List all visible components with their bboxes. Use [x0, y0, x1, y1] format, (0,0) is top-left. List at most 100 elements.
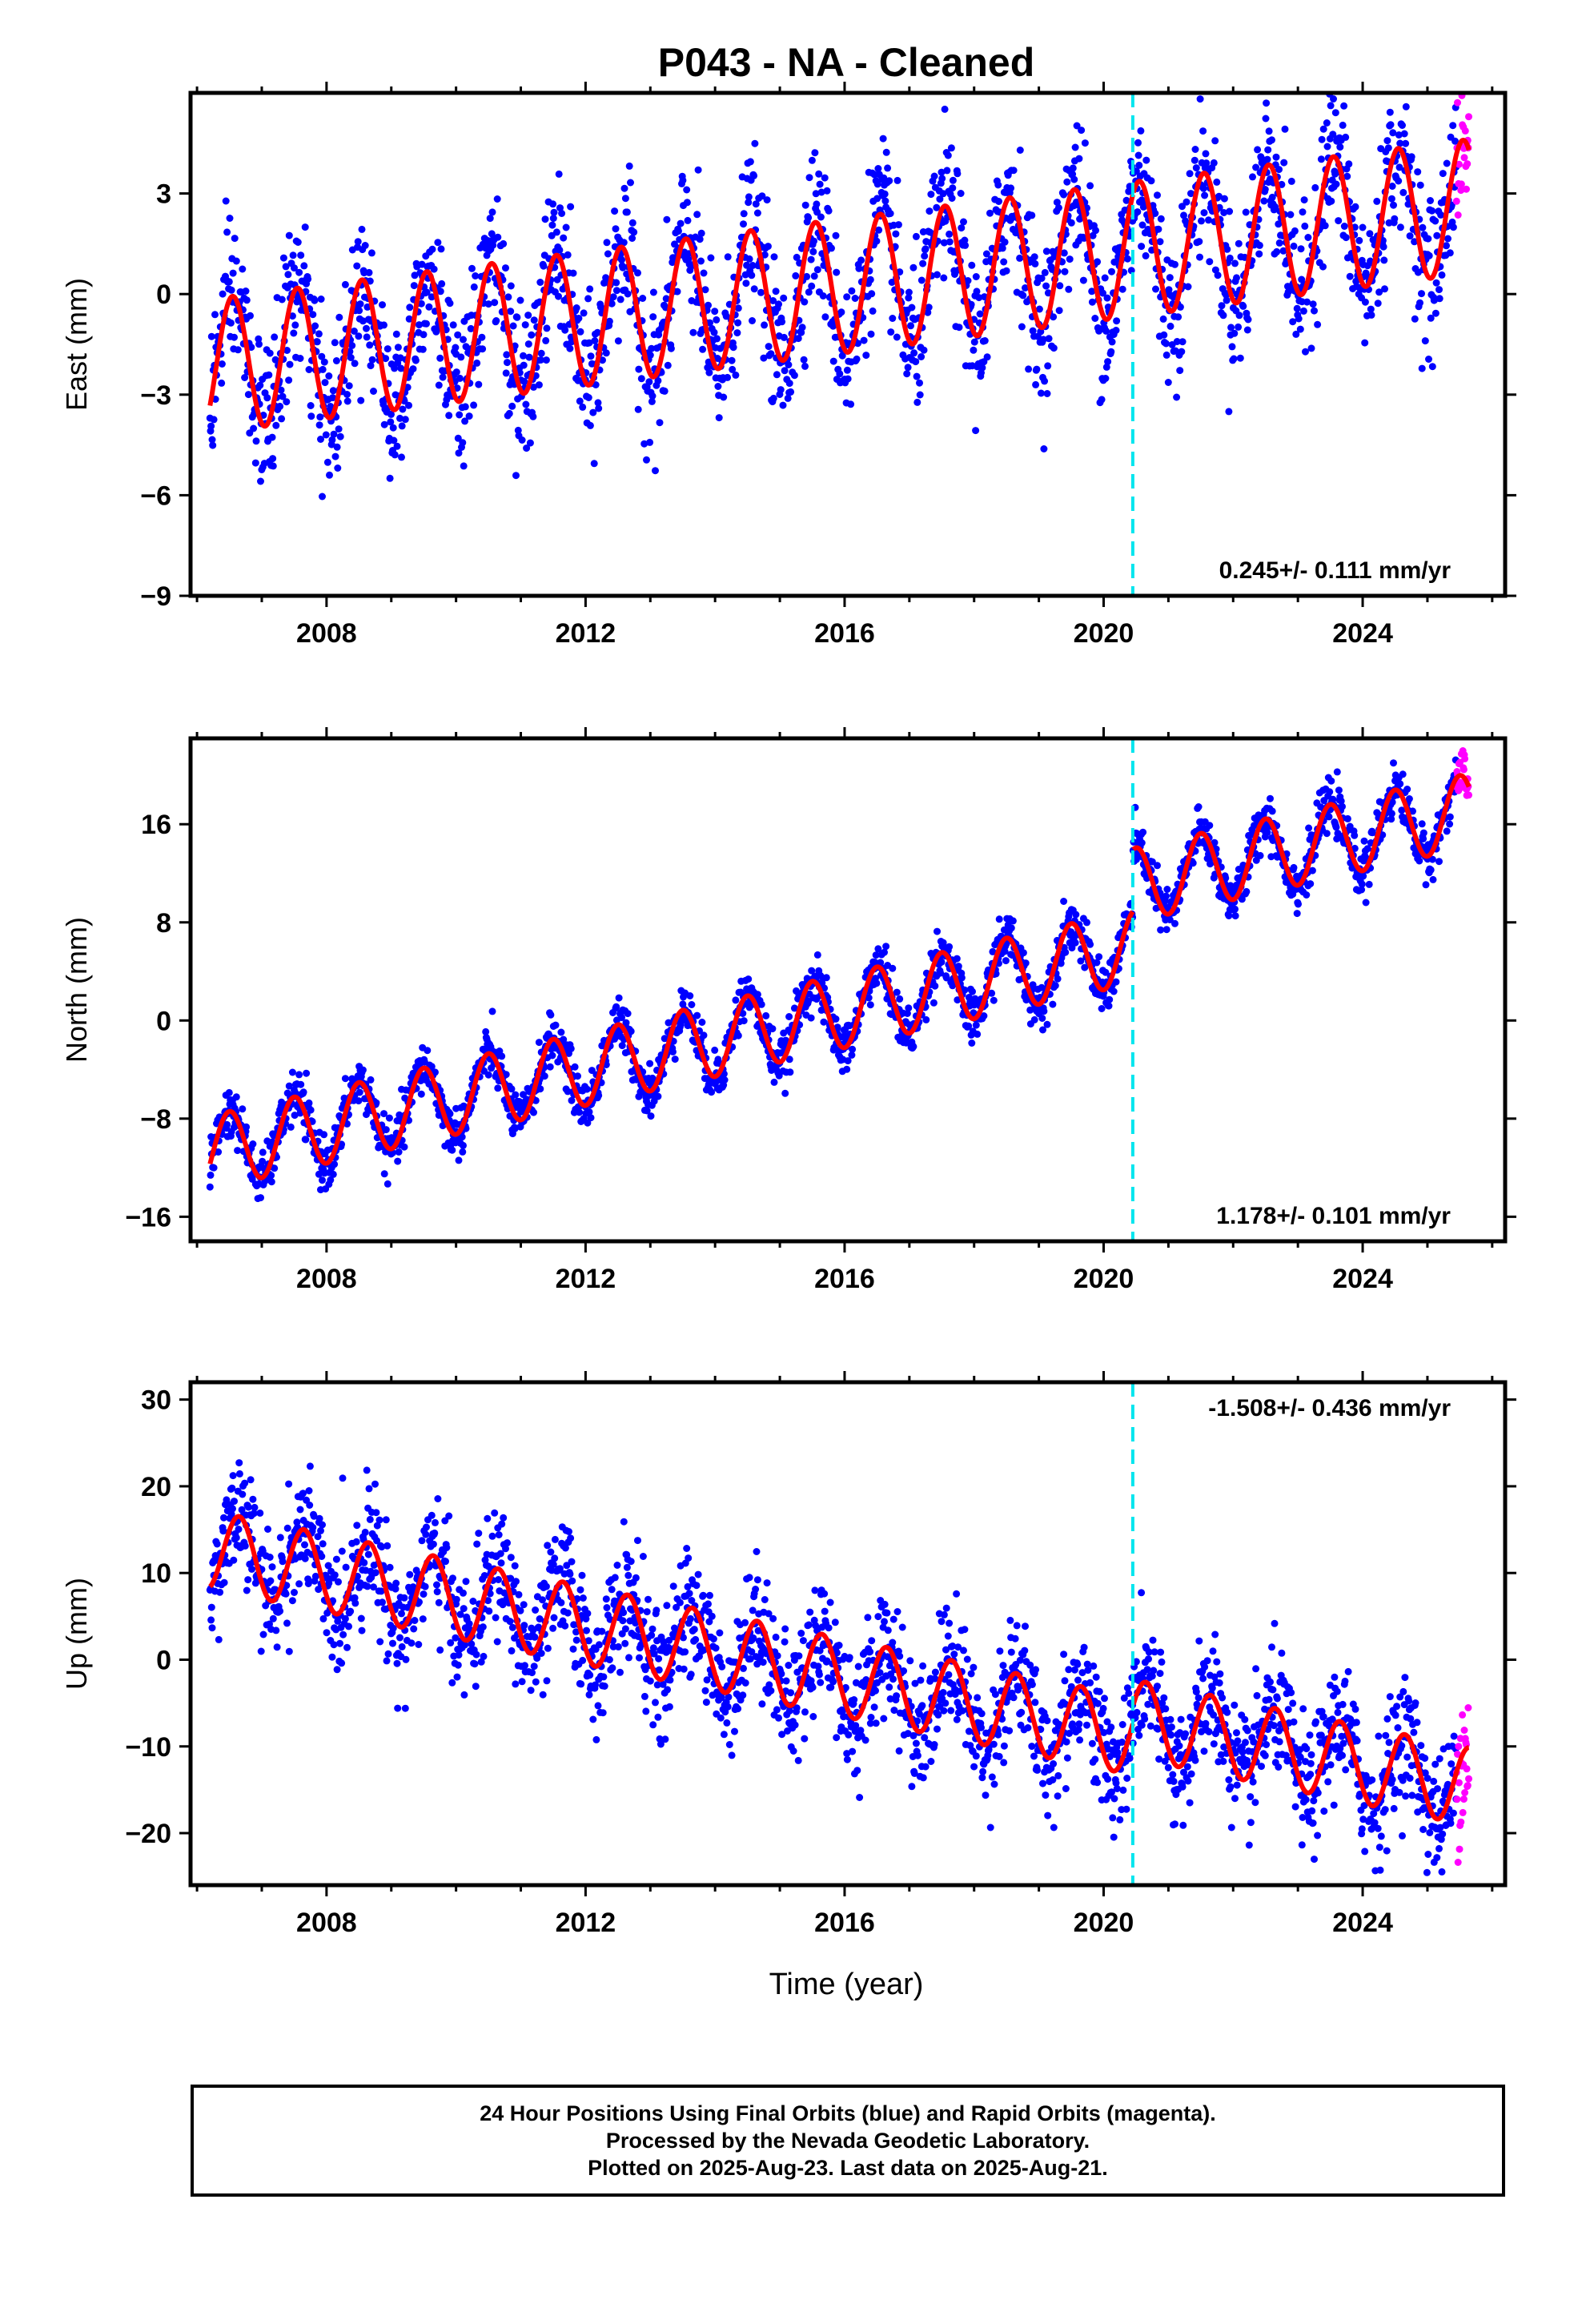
final-orbit-point	[1075, 155, 1083, 163]
final-orbit-point	[745, 255, 753, 263]
y-tick-label: 8	[156, 908, 171, 939]
final-orbit-point	[975, 294, 983, 302]
final-orbit-point	[1200, 209, 1208, 217]
final-orbit-point	[1195, 803, 1203, 810]
final-orbit-point	[267, 1178, 275, 1186]
final-orbit-point	[790, 372, 798, 380]
final-orbit-point	[459, 439, 467, 447]
final-orbit-point	[624, 290, 632, 298]
final-orbit-point	[304, 275, 312, 283]
final-orbit-point	[446, 300, 454, 308]
final-orbit-point	[276, 402, 284, 410]
final-orbit-point	[1317, 155, 1325, 163]
final-orbit-point	[249, 1495, 257, 1503]
final-orbit-point	[289, 251, 297, 259]
final-orbit-point	[1065, 285, 1073, 293]
final-orbit-point	[218, 379, 226, 387]
final-orbit-point	[283, 347, 291, 354]
final-orbit-point	[1171, 260, 1178, 268]
final-orbit-point	[639, 295, 647, 302]
final-orbit-point	[347, 1607, 355, 1615]
final-orbit-point	[1088, 298, 1096, 306]
final-orbit-point	[1093, 959, 1101, 967]
final-orbit-point	[808, 282, 816, 290]
final-orbit-point	[295, 268, 303, 276]
final-orbit-point	[677, 219, 685, 227]
final-orbit-point	[269, 462, 277, 470]
final-orbit-point	[1154, 862, 1161, 870]
final-orbit-point	[1429, 875, 1437, 883]
final-orbit-point	[1068, 944, 1076, 952]
final-orbit-point	[542, 336, 550, 344]
final-orbit-point	[944, 151, 952, 159]
final-orbit-point	[916, 379, 923, 387]
final-orbit-point	[1156, 238, 1164, 246]
final-orbit-point	[524, 340, 532, 348]
final-orbit-point	[1375, 288, 1383, 296]
final-orbit-point	[1263, 155, 1271, 163]
final-orbit-point	[488, 1007, 496, 1015]
final-orbit-point	[1428, 855, 1436, 863]
final-orbit-point	[1443, 159, 1451, 167]
final-orbit-point	[231, 235, 239, 243]
final-orbit-point	[432, 1068, 439, 1076]
final-orbit-point	[336, 1639, 343, 1647]
final-orbit-point	[1218, 302, 1226, 310]
final-orbit-point	[656, 419, 664, 427]
final-orbit-point	[873, 979, 881, 987]
final-orbit-point	[1050, 344, 1058, 352]
final-orbit-point	[1223, 296, 1231, 304]
final-orbit-point	[634, 405, 642, 413]
rapid-orbit-point	[1456, 19, 1464, 26]
final-orbit-point	[1039, 1026, 1046, 1034]
final-orbit-point	[278, 1098, 286, 1106]
final-orbit-point	[711, 308, 719, 316]
final-orbit-point	[833, 268, 841, 276]
final-orbit-point	[363, 333, 371, 341]
final-orbit-point	[588, 1067, 596, 1075]
final-orbit-point	[259, 1157, 267, 1165]
final-orbit-point	[1254, 146, 1262, 154]
final-orbit-point	[886, 210, 894, 218]
final-orbit-point	[888, 279, 896, 286]
final-orbit-point	[331, 1160, 339, 1168]
final-orbit-point	[1290, 242, 1298, 250]
final-orbit-point	[318, 352, 326, 360]
final-orbit-point	[227, 286, 235, 294]
final-orbit-point	[785, 1055, 793, 1063]
final-orbit-point	[913, 372, 921, 380]
final-orbit-point	[507, 282, 515, 290]
final-orbit-point	[875, 226, 883, 234]
final-orbit-point	[1404, 200, 1412, 208]
final-orbit-point	[460, 336, 467, 344]
final-orbit-point	[1081, 139, 1089, 147]
y-tick-label: 3	[156, 179, 171, 210]
final-orbit-point	[311, 322, 319, 330]
final-orbit-point	[913, 398, 921, 406]
final-orbit-point	[1238, 895, 1246, 903]
final-orbit-point	[1219, 312, 1227, 320]
final-orbit-point	[1180, 211, 1187, 219]
final-orbit-point	[1289, 318, 1297, 326]
final-orbit-point	[456, 411, 464, 419]
final-orbit-point	[248, 1565, 255, 1573]
final-orbit-point	[867, 330, 875, 338]
final-orbit-point	[256, 381, 264, 389]
final-orbit-point	[353, 1522, 361, 1530]
final-orbit-point	[862, 352, 870, 360]
final-orbit-point	[399, 405, 407, 413]
final-orbit-point	[828, 244, 835, 252]
final-orbit-point	[713, 335, 721, 343]
final-orbit-point	[350, 328, 358, 335]
final-orbit-point	[257, 1194, 264, 1202]
final-orbit-point	[303, 1069, 311, 1077]
final-orbit-point	[645, 378, 653, 386]
final-orbit-point	[1395, 177, 1403, 185]
final-orbit-point	[285, 231, 293, 239]
final-orbit-point	[739, 1010, 747, 1017]
final-orbit-point	[239, 265, 247, 273]
final-orbit-point	[1071, 143, 1079, 151]
final-orbit-point	[785, 361, 793, 368]
final-orbit-point	[208, 436, 216, 444]
